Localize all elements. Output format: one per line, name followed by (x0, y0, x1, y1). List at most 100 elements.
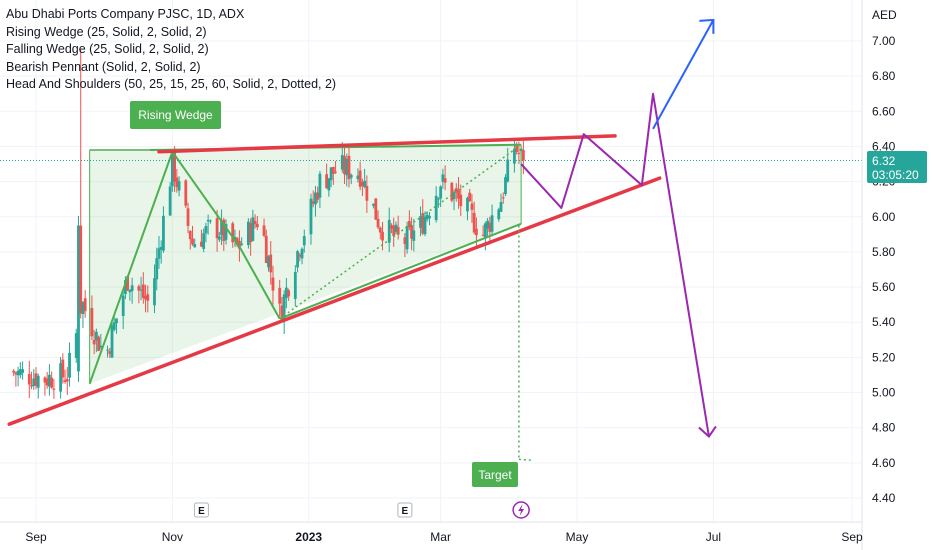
candle-body (159, 246, 163, 250)
candle-body (457, 189, 460, 199)
y-tick-label: 7.00 (872, 34, 896, 48)
target-label[interactable]: Target (472, 462, 518, 487)
candle-body (184, 180, 188, 206)
chart-legend: Abu Dhabi Ports Company PJSC, 1D, ADX Ri… (6, 6, 336, 94)
candle-body (208, 220, 212, 222)
earnings-marker[interactable]: E (193, 502, 209, 518)
candle-body (425, 214, 429, 220)
zigzag-pattern[interactable] (88, 149, 281, 385)
candle-body (204, 226, 208, 234)
candle-body (170, 151, 174, 187)
candle-body (284, 287, 288, 299)
x-tick-label: May (566, 530, 589, 544)
candle-body (139, 289, 143, 291)
price-axis: AED7.006.806.606.406.206.005.805.605.405… (872, 8, 897, 505)
currency-label: AED (872, 8, 897, 22)
candle-body (454, 188, 458, 193)
candle-body (278, 287, 282, 304)
candle-body (217, 236, 221, 240)
candle-body (403, 237, 407, 245)
resistance-trendline[interactable] (157, 134, 617, 154)
candle-body (231, 223, 235, 243)
candle-body (215, 218, 219, 239)
candle-body (177, 181, 181, 191)
candle-body (222, 219, 226, 241)
candle-body (280, 305, 284, 320)
candle-body (99, 345, 103, 348)
lightning-icon (518, 504, 525, 516)
wedge-lower-line[interactable] (279, 222, 522, 320)
indicator-rising-wedge[interactable]: Rising Wedge (25, Solid, 2, Solid, 2) (6, 24, 207, 39)
bullish-arrowhead (699, 18, 715, 34)
candle-body (112, 322, 116, 330)
bullish-projection-line[interactable] (652, 19, 715, 130)
candle-body (407, 220, 411, 228)
earnings-box (397, 502, 413, 518)
candle-body (287, 290, 291, 297)
candle-body (155, 258, 159, 280)
time-axis: Sep Nov 2023 Mar May Jul Sep (0, 0, 863, 550)
candle-body (153, 278, 156, 306)
candle-body (74, 333, 78, 358)
candle-body (490, 215, 494, 232)
earnings-marker[interactable]: E (397, 502, 413, 518)
candle-body (517, 152, 521, 154)
candle-body (269, 254, 273, 273)
candle-body (18, 369, 22, 376)
candle-body (255, 223, 259, 228)
candle-body (224, 223, 228, 240)
candle-body (124, 280, 127, 295)
candle-body (405, 226, 409, 250)
candle-body (452, 192, 456, 200)
candle-body (271, 277, 275, 291)
last-price-box (867, 151, 927, 183)
candle-body (376, 218, 380, 228)
candle-body (235, 238, 239, 246)
candle-body (12, 370, 16, 373)
candle-body (331, 166, 335, 174)
y-tick-label: 6.60 (872, 104, 896, 118)
candle-body (396, 226, 400, 235)
wedge-fill (89, 144, 522, 384)
candle-body (27, 373, 31, 385)
y-tick-label: 5.40 (872, 315, 896, 329)
candle-body (349, 174, 353, 178)
candle-body (293, 272, 297, 299)
candle-body (144, 295, 147, 300)
support-trendline[interactable] (7, 176, 662, 426)
candle-body (296, 251, 299, 268)
candle-body (202, 233, 206, 249)
indicator-falling-wedge[interactable]: Falling Wedge (25, Solid, 2, Solid, 2) (6, 42, 209, 56)
candle-body (506, 159, 510, 182)
candle-body (193, 244, 197, 248)
y-tick-label: 6.80 (872, 69, 896, 83)
x-tick-label: Jul (706, 530, 721, 544)
candle-body (441, 174, 445, 182)
candle-body (32, 378, 36, 386)
rising-wedge-label[interactable]: Rising Wedge (130, 101, 221, 129)
candle-body (501, 197, 505, 199)
candle-body (246, 221, 250, 246)
candle-body (499, 202, 503, 212)
candle-body (443, 178, 447, 183)
last-price-countdown: 03:05:20 (872, 168, 919, 182)
neckline-dotted[interactable] (279, 145, 520, 320)
symbol-title[interactable]: Abu Dhabi Ports Company PJSC, 1D, ADX (6, 7, 245, 21)
candle-body (115, 318, 118, 324)
candle-body (34, 373, 38, 386)
y-tick-label: 5.00 (872, 386, 896, 400)
candle-body (358, 170, 362, 187)
dividend-marker[interactable] (512, 501, 530, 519)
candle-body (497, 209, 501, 220)
bearish-projection-path[interactable] (520, 92, 710, 437)
candle-body (90, 308, 94, 337)
bearish-arrowhead (698, 425, 717, 438)
candle-body (365, 185, 369, 201)
x-tick-label: Mar (430, 530, 451, 544)
candle-body (282, 294, 286, 321)
indicator-head-and-shoulders[interactable]: Head And Shoulders (50, 25, 15, 25, 60, … (6, 77, 337, 91)
indicator-bearish-pennant[interactable]: Bearish Pennant (Solid, 2, Solid, 2) (6, 59, 201, 74)
candle-body (108, 351, 112, 354)
